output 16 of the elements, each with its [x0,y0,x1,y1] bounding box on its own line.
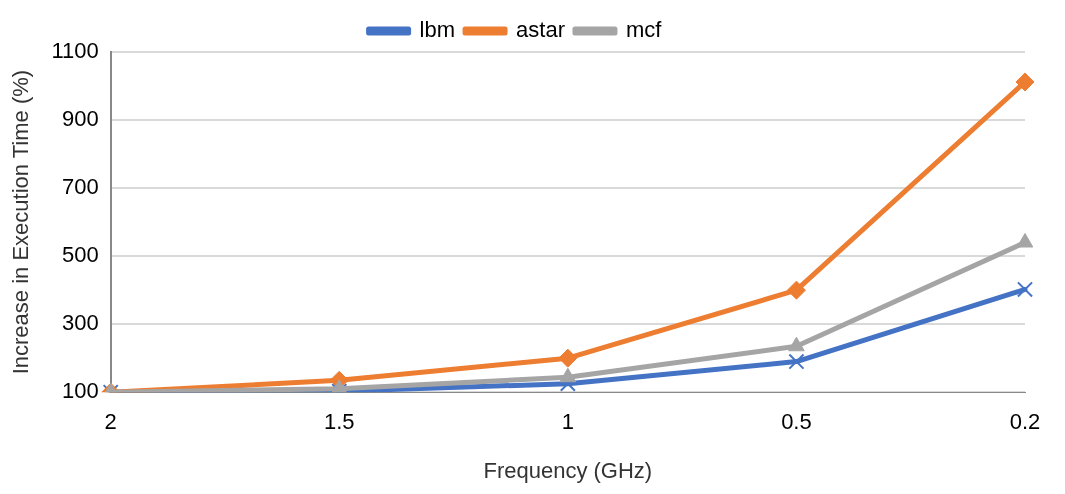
y-axis-title: Increase in Execution Time (%) [8,69,34,375]
legend-label: lbm [419,17,456,43]
x-tick-label: 2 [104,409,117,435]
x-tick-label: 0.5 [781,409,812,435]
legend-label: astar [516,17,565,43]
x-tick-label: 1 [561,409,574,435]
y-tick-label: 700 [61,174,99,200]
legend-label: mcf [625,17,663,43]
x-tick-label: 1.5 [323,409,355,435]
x-tick-label: 0.2 [1009,409,1041,435]
y-tick-label: 500 [61,242,99,268]
y-tick-label: 100 [61,378,99,404]
y-tick-label: 900 [61,106,99,132]
x-axis-title: Frequency (GHz) [483,457,653,483]
y-tick-label: 1100 [51,38,99,64]
y-tick-label: 300 [61,310,99,336]
